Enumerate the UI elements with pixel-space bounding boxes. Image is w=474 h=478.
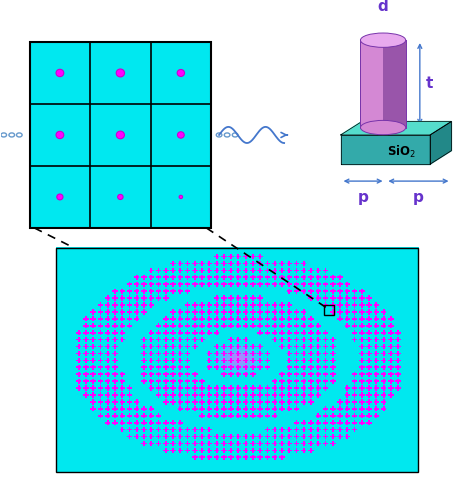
- Ellipse shape: [360, 33, 406, 47]
- Circle shape: [56, 69, 64, 76]
- Circle shape: [116, 69, 125, 77]
- Bar: [324, 305, 335, 315]
- Circle shape: [116, 131, 125, 139]
- Circle shape: [177, 69, 184, 76]
- Text: t: t: [426, 76, 433, 91]
- Circle shape: [57, 194, 63, 200]
- Text: p: p: [357, 190, 368, 205]
- Polygon shape: [341, 121, 451, 135]
- Text: d: d: [378, 0, 389, 14]
- Ellipse shape: [360, 120, 406, 135]
- Circle shape: [177, 132, 184, 138]
- Bar: [55, 248, 419, 472]
- Polygon shape: [430, 121, 451, 164]
- Circle shape: [118, 195, 123, 199]
- Text: SiO$_2$: SiO$_2$: [387, 144, 417, 160]
- Polygon shape: [383, 40, 406, 128]
- Bar: [55, 248, 419, 472]
- Polygon shape: [341, 135, 430, 164]
- Bar: [30, 42, 211, 228]
- Polygon shape: [360, 40, 383, 128]
- Text: p: p: [413, 190, 424, 205]
- Circle shape: [56, 131, 64, 139]
- Circle shape: [179, 196, 182, 198]
